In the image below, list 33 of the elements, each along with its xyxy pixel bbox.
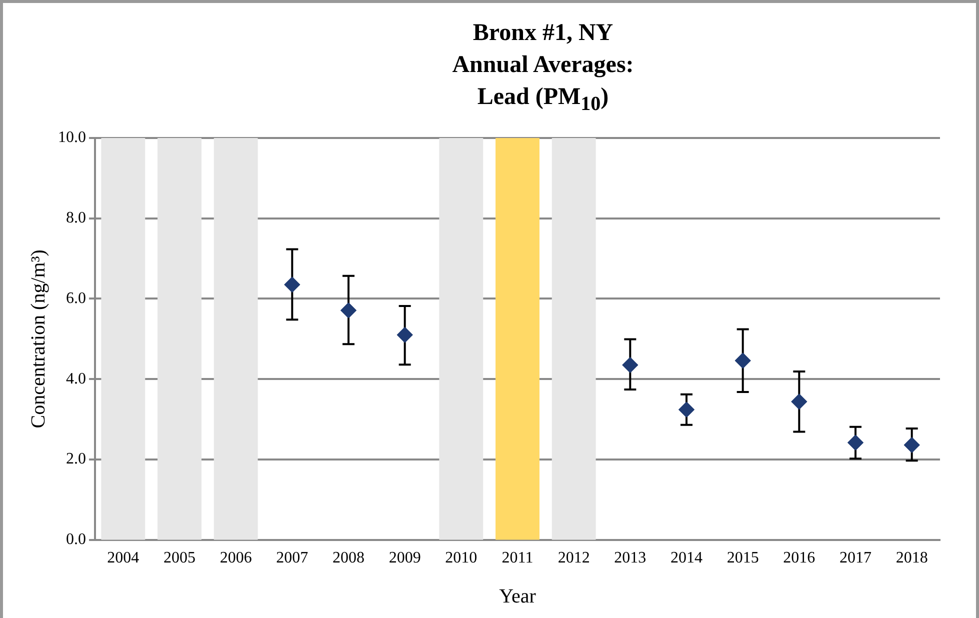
y-tick-label: 10.0 [58, 129, 86, 146]
x-tick-label: 2009 [388, 550, 421, 567]
y-tick-label: 0.0 [66, 531, 86, 548]
point [791, 394, 808, 410]
x-tick-label: 2005 [164, 550, 196, 567]
point [678, 402, 694, 418]
x-tick-label: 2004 [107, 550, 140, 567]
point [284, 276, 300, 293]
chart-title: Bronx #1, NY Annual Averages: Lead (PM$_{10}$) [451, 19, 635, 117]
point [340, 302, 356, 318]
x-tick-label: 2007 [276, 550, 308, 567]
x-tick-label: 2010 [445, 550, 478, 567]
x-tick-label: 2006 [220, 550, 252, 567]
y-tick-label: 6.0 [66, 290, 86, 307]
x-axis-title: Year [499, 585, 536, 608]
point [734, 352, 751, 369]
x-tick-label: 2012 [558, 550, 590, 567]
x-tick-label: 2018 [896, 550, 928, 567]
y-axis-title: Concentration (ng/m³) [27, 250, 50, 428]
x-tick-label: 2015 [726, 550, 759, 567]
point [904, 436, 920, 453]
x-tick-label: 2011 [502, 550, 534, 567]
point [396, 326, 413, 343]
point [848, 434, 864, 451]
x-tick-label: 2014 [670, 550, 702, 567]
x-tick-label: 2017 [840, 550, 872, 567]
y-tick-label: 2.0 [66, 450, 86, 468]
point [622, 357, 638, 374]
x-tick-label: 2016 [783, 550, 816, 567]
y-tick-label: 4.0 [66, 370, 86, 388]
y-tick-label: 8.0 [66, 210, 86, 227]
x-tick-label: 2008 [332, 550, 364, 567]
x-tick-label: 2013 [614, 550, 646, 567]
